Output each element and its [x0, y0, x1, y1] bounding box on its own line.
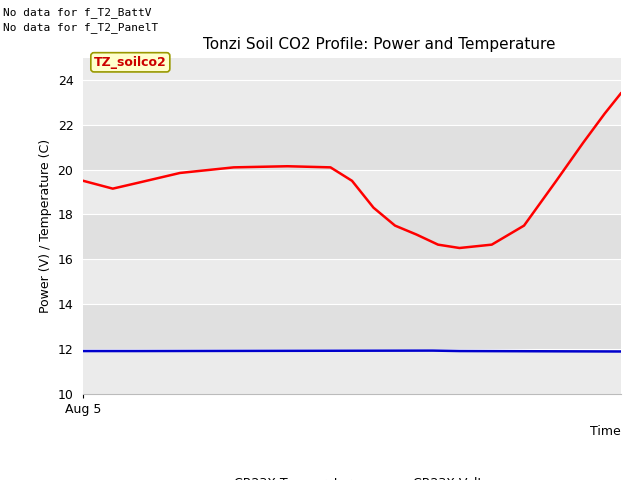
Bar — [83, 349, 621, 394]
Text: Time: Time — [590, 425, 621, 438]
Bar — [83, 215, 621, 259]
Title: Tonzi Soil CO2 Profile: Power and Temperature: Tonzi Soil CO2 Profile: Power and Temper… — [203, 37, 555, 52]
Bar — [83, 169, 621, 215]
Text: No data for f_T2_BattV: No data for f_T2_BattV — [3, 7, 152, 18]
Bar — [83, 304, 621, 349]
Text: TZ_soilco2: TZ_soilco2 — [94, 56, 166, 69]
Bar — [83, 259, 621, 304]
Legend: CR23X Temperature, CR23X Voltage: CR23X Temperature, CR23X Voltage — [193, 472, 511, 480]
Bar — [83, 125, 621, 169]
Y-axis label: Power (V) / Temperature (C): Power (V) / Temperature (C) — [39, 139, 52, 312]
Bar — [83, 80, 621, 125]
Text: No data for f_T2_PanelT: No data for f_T2_PanelT — [3, 22, 159, 33]
